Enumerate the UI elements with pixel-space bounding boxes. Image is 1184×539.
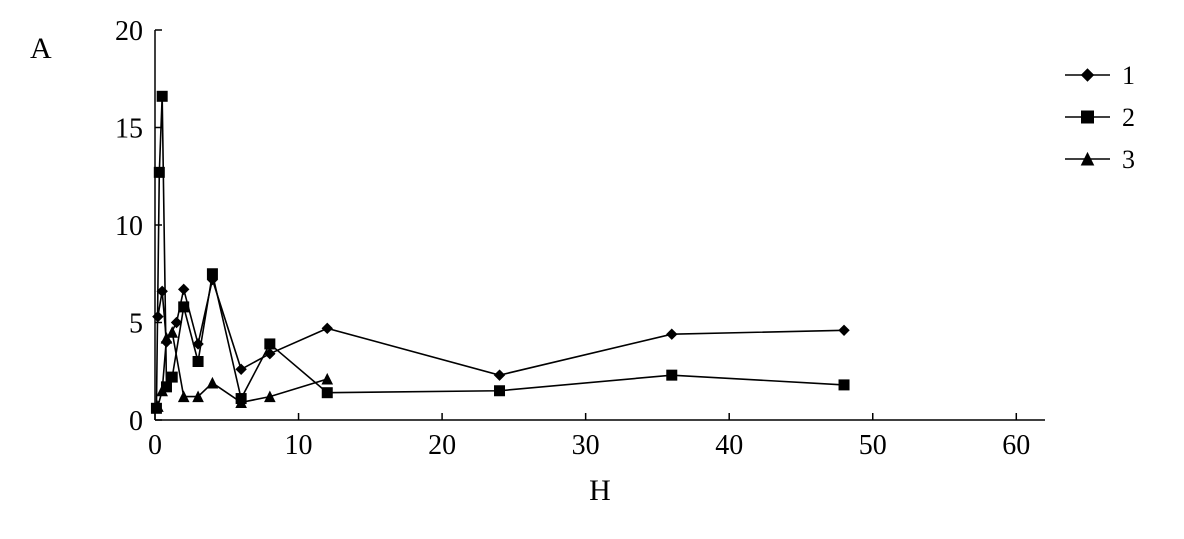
marker-square <box>667 370 677 380</box>
x-tick-label: 50 <box>859 430 887 461</box>
marker-square <box>157 91 167 101</box>
x-axis-title: H <box>589 474 611 507</box>
chart-svg: 0 10 20 30 40 50 60 0 5 10 15 20 A H 1 2 3 <box>0 0 1184 539</box>
marker-square <box>265 339 275 349</box>
x-tick-label: 20 <box>428 430 456 461</box>
marker-square <box>1082 111 1094 123</box>
y-tick-label: 0 <box>129 406 143 437</box>
y-tick-label: 20 <box>115 16 143 47</box>
x-tick-label: 30 <box>572 430 600 461</box>
x-tick-label: 0 <box>148 430 162 461</box>
marker-square <box>839 380 849 390</box>
x-tick-label: 10 <box>285 430 313 461</box>
marker-square <box>322 388 332 398</box>
legend-label-3: 3 <box>1122 145 1135 174</box>
x-tick-label: 60 <box>1002 430 1030 461</box>
x-tick-label: 40 <box>715 430 743 461</box>
y-tick-label: 5 <box>129 308 143 339</box>
marker-square <box>495 386 505 396</box>
legend-label-1: 1 <box>1122 61 1135 90</box>
marker-square <box>207 269 217 279</box>
y-tick-label: 15 <box>115 113 143 144</box>
marker-square <box>167 372 177 382</box>
legend-label-2: 2 <box>1122 103 1135 132</box>
marker-square <box>154 167 164 177</box>
marker-square <box>179 302 189 312</box>
line-chart: 0 10 20 30 40 50 60 0 5 10 15 20 A H 1 2 3 <box>0 0 1184 539</box>
marker-square <box>193 357 203 367</box>
y-axis-title: A <box>30 32 52 65</box>
y-tick-label: 10 <box>115 211 143 242</box>
